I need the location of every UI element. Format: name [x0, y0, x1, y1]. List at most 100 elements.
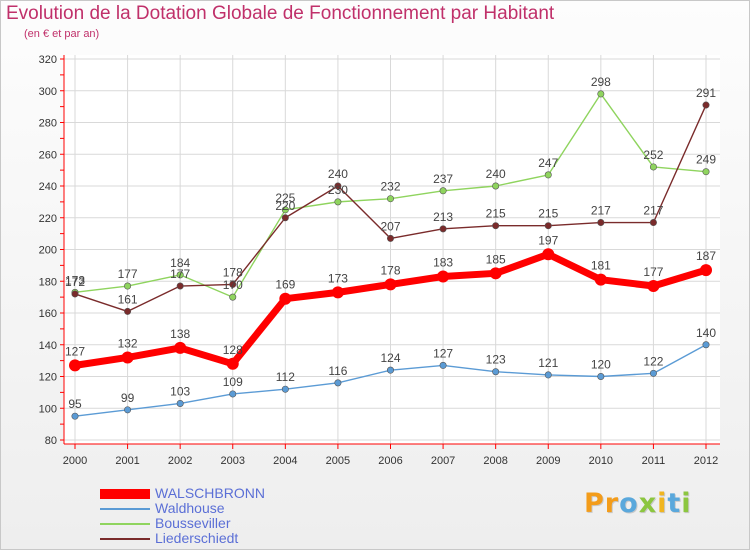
y-tick-label: 300 — [39, 86, 57, 98]
data-label: 181 — [591, 259, 611, 273]
proxiti-logo: Proxiti — [584, 488, 692, 519]
data-label: 173 — [328, 271, 348, 285]
data-point — [281, 385, 289, 393]
data-point — [229, 390, 237, 398]
data-point — [489, 267, 502, 280]
data-label: 112 — [276, 370, 295, 384]
data-point — [439, 187, 447, 195]
x-tick-label: 2002 — [168, 455, 192, 467]
x-tick-label: 2001 — [115, 455, 139, 467]
data-label: 169 — [275, 278, 295, 292]
data-label: 213 — [433, 210, 453, 224]
series-walschbronn — [69, 248, 712, 372]
x-tick-label: 2010 — [589, 455, 613, 467]
legend-item: Liederschiedt — [100, 531, 265, 546]
data-point — [386, 366, 394, 374]
data-label: 123 — [486, 353, 506, 367]
series-waldhouse — [71, 341, 710, 420]
data-label: 215 — [486, 207, 506, 221]
data-point — [702, 168, 710, 176]
data-point — [176, 282, 184, 290]
legend-label: Waldhouse — [155, 500, 225, 516]
legend-swatch — [100, 488, 150, 499]
data-label: 99 — [121, 391, 135, 405]
data-point — [281, 214, 289, 222]
logo-letter: i — [681, 488, 692, 519]
data-label: 128 — [223, 343, 243, 357]
data-point — [334, 198, 342, 206]
x-tick-label: 2000 — [63, 455, 87, 467]
data-label: 183 — [433, 255, 453, 269]
data-label: 177 — [170, 267, 190, 281]
data-label: 240 — [486, 167, 506, 181]
data-label: 207 — [380, 219, 400, 233]
data-point — [71, 290, 79, 298]
legend: WALSCHBRONN Waldhouse Bousseviller Liedersc… — [100, 486, 265, 546]
data-label: 170 — [223, 278, 243, 292]
data-label: 197 — [538, 233, 558, 247]
data-label: 217 — [591, 204, 611, 218]
x-tick-label: 2007 — [431, 455, 455, 467]
y-tick-label: 240 — [39, 181, 57, 193]
data-point — [334, 379, 342, 387]
legend-label: Bousseviller — [155, 515, 231, 531]
data-label: 237 — [433, 172, 453, 186]
x-tick-label: 2008 — [483, 455, 507, 467]
logo-letter: t — [667, 488, 682, 519]
data-point — [331, 286, 344, 299]
data-point — [542, 248, 555, 261]
data-label: 109 — [223, 375, 243, 389]
data-label: 247 — [538, 156, 558, 170]
data-label: 124 — [380, 351, 400, 365]
x-tick-label: 2011 — [642, 455, 666, 467]
data-point — [649, 219, 657, 227]
data-label: 220 — [275, 199, 295, 213]
data-point — [594, 273, 607, 286]
data-point — [226, 357, 239, 370]
data-point — [649, 369, 657, 377]
data-label: 298 — [591, 75, 611, 89]
data-point — [492, 222, 500, 230]
legend-swatch — [100, 507, 150, 510]
data-point — [702, 101, 710, 109]
data-label: 177 — [643, 265, 663, 279]
data-point — [492, 368, 500, 376]
y-tick-label: 200 — [39, 245, 57, 257]
data-point — [544, 171, 552, 179]
y-tick-label: 100 — [39, 403, 57, 415]
x-tick-label: 2004 — [273, 455, 297, 467]
legend-swatch — [100, 537, 150, 540]
data-point — [439, 225, 447, 233]
data-label: 132 — [118, 336, 138, 350]
x-tick-label: 2006 — [378, 455, 402, 467]
data-point — [229, 293, 237, 301]
legend-label: Liederschiedt — [155, 530, 239, 546]
data-label: 225 — [275, 191, 295, 205]
data-label: 116 — [328, 364, 347, 378]
data-point — [384, 278, 397, 291]
data-point — [279, 292, 292, 305]
data-label: 173 — [65, 273, 85, 287]
data-label: 103 — [170, 384, 190, 398]
data-label: 178 — [380, 263, 400, 277]
data-label: 177 — [118, 267, 138, 281]
logo-letter: P — [584, 488, 605, 519]
data-label: 121 — [538, 356, 558, 370]
data-point — [176, 271, 184, 279]
data-label: 215 — [538, 207, 558, 221]
data-label: 249 — [696, 153, 716, 167]
data-point — [544, 222, 552, 230]
legend-item: WALSCHBRONN — [100, 486, 265, 501]
data-label: 291 — [696, 86, 716, 100]
data-point — [69, 359, 81, 372]
data-label: 138 — [170, 327, 190, 341]
data-label: 217 — [643, 204, 663, 218]
logo-letter: i — [657, 488, 668, 519]
series-liederschiedt — [71, 101, 710, 315]
y-tick-label: 120 — [39, 372, 57, 384]
legend-label: WALSCHBRONN — [155, 485, 265, 501]
data-point — [281, 206, 289, 214]
data-point — [544, 371, 552, 379]
data-point — [124, 282, 132, 290]
